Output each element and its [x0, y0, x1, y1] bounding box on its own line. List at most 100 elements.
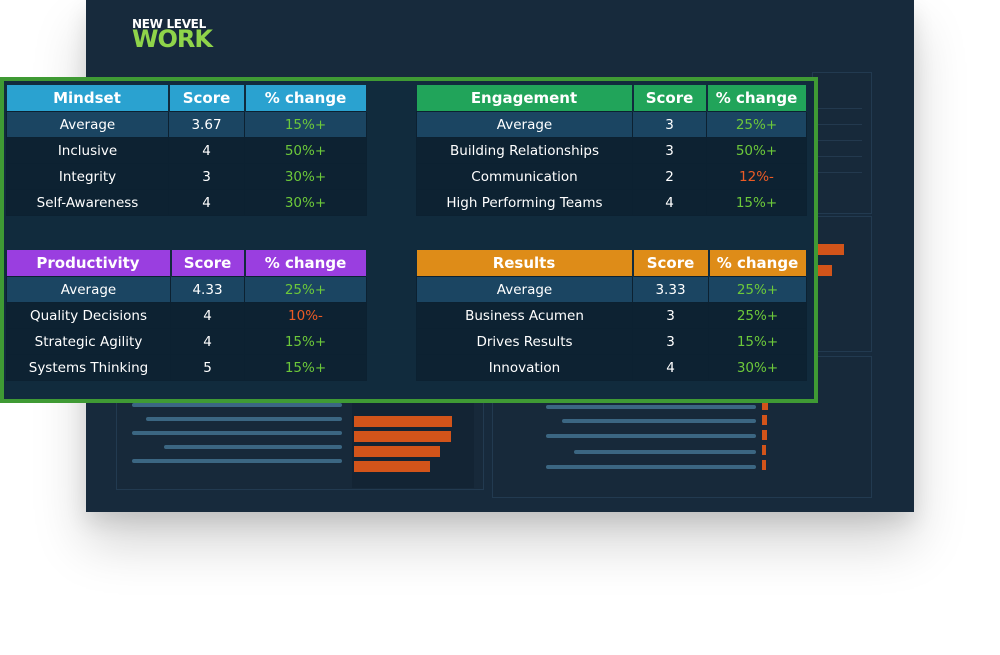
row-change: 30%+	[244, 189, 367, 216]
results-header-category: Results	[416, 250, 634, 277]
bg-bar-line	[132, 403, 342, 407]
bg-bar-line	[146, 417, 342, 421]
row-change: 25%+	[708, 276, 807, 303]
bg-bar-orange	[762, 430, 767, 440]
row-change: 30%+	[244, 163, 367, 190]
row-score: 2	[632, 163, 707, 190]
row-score: 4	[168, 137, 245, 164]
row-score: 3.67	[168, 111, 245, 138]
row-change: 15%+	[244, 354, 367, 381]
bg-bar-orange	[354, 416, 452, 427]
bg-bar-orange	[762, 400, 768, 410]
row-score: 4	[170, 328, 245, 355]
bg-bar-orange	[762, 445, 766, 455]
row-change: 10%-	[244, 302, 367, 329]
engagement-header-score: Score	[632, 85, 708, 112]
row-score: 3.33	[632, 276, 709, 303]
row-change: 15%+	[244, 328, 367, 355]
logo-bottom-text: WORK	[132, 25, 213, 53]
bg-bar-orange	[354, 446, 440, 457]
table-row: Average 3.33 25%+	[416, 276, 807, 303]
bg-gridline	[812, 172, 862, 173]
row-label: Average	[6, 276, 171, 303]
bg-gridline	[812, 156, 862, 157]
table-row: Integrity 3 30%+	[6, 163, 367, 190]
row-label: Drives Results	[416, 328, 633, 355]
engagement-header-category: Engagement	[416, 85, 634, 112]
row-score: 5	[170, 354, 245, 381]
row-score: 3	[632, 302, 709, 329]
row-change: 25%+	[244, 276, 367, 303]
productivity-header-change: % change	[244, 250, 368, 277]
mindset-header-change: % change	[244, 85, 368, 112]
engagement-table: Engagement Score % change Average 3 25%+…	[416, 85, 808, 216]
table-row: Communication 2 12%-	[416, 163, 807, 190]
bg-bar-line	[546, 465, 756, 469]
table-row: Inclusive 4 50%+	[6, 137, 367, 164]
table-row: Self-Awareness 4 30%+	[6, 189, 367, 216]
row-change: 12%-	[706, 163, 807, 190]
row-score: 4	[632, 189, 707, 216]
row-label: Average	[6, 111, 169, 138]
bg-panel-right-top	[812, 72, 872, 214]
row-change: 15%+	[708, 328, 807, 355]
productivity-table: Productivity Score % change Average 4.33…	[6, 250, 368, 381]
bg-bar-track	[352, 396, 474, 488]
row-label: Communication	[416, 163, 633, 190]
mindset-table: Mindset Score % change Average 3.67 15%+…	[6, 85, 368, 216]
bg-bar-orange	[762, 415, 767, 425]
mindset-header-score: Score	[168, 85, 246, 112]
row-score: 3	[632, 111, 707, 138]
row-score: 4.33	[170, 276, 245, 303]
row-change: 15%+	[706, 189, 807, 216]
row-change: 25%+	[708, 302, 807, 329]
results-header-score: Score	[632, 250, 710, 277]
table-row: Innovation 4 30%+	[416, 354, 807, 381]
row-score: 3	[168, 163, 245, 190]
table-row: Average 3 25%+	[416, 111, 807, 138]
logo: NEW LEVEL WORK	[132, 18, 213, 53]
scorecard-overlay: Mindset Score % change Average 3.67 15%+…	[0, 77, 818, 403]
row-change: 50%+	[244, 137, 367, 164]
row-label: Quality Decisions	[6, 302, 171, 329]
table-row: Building Relationships 3 50%+	[416, 137, 807, 164]
bg-bar-orange	[814, 244, 844, 255]
productivity-header-score: Score	[170, 250, 246, 277]
bg-bar-orange	[814, 265, 832, 276]
row-label: Building Relationships	[416, 137, 633, 164]
mindset-header-category: Mindset	[6, 85, 170, 112]
bg-gridline	[812, 108, 862, 109]
row-change: 30%+	[708, 354, 807, 381]
bg-bar-orange	[354, 431, 451, 442]
table-row: Average 3.67 15%+	[6, 111, 367, 138]
table-row: Average 4.33 25%+	[6, 276, 367, 303]
bg-bar-line	[546, 405, 756, 409]
bg-bar-orange	[762, 460, 766, 470]
row-label: Strategic Agility	[6, 328, 171, 355]
engagement-header-change: % change	[706, 85, 808, 112]
row-score: 4	[168, 189, 245, 216]
bg-bar-line	[546, 434, 756, 438]
row-change: 25%+	[706, 111, 807, 138]
row-label: High Performing Teams	[416, 189, 633, 216]
bg-bar-line	[574, 450, 756, 454]
bg-bar-line	[164, 445, 342, 449]
productivity-header-category: Productivity	[6, 250, 172, 277]
row-label: Integrity	[6, 163, 169, 190]
bg-gridline	[812, 140, 862, 141]
table-row: Systems Thinking 5 15%+	[6, 354, 367, 381]
bg-bar-line	[562, 419, 756, 423]
bg-bar-line	[132, 431, 342, 435]
row-label: Inclusive	[6, 137, 169, 164]
row-label: Average	[416, 276, 633, 303]
row-label: Business Acumen	[416, 302, 633, 329]
row-label: Self-Awareness	[6, 189, 169, 216]
row-label: Innovation	[416, 354, 633, 381]
row-score: 4	[632, 354, 709, 381]
row-change: 50%+	[706, 137, 807, 164]
table-row: Drives Results 3 15%+	[416, 328, 807, 355]
row-label: Average	[416, 111, 633, 138]
results-header-change: % change	[708, 250, 808, 277]
results-table: Results Score % change Average 3.33 25%+…	[416, 250, 808, 381]
bg-gridline	[812, 124, 862, 125]
